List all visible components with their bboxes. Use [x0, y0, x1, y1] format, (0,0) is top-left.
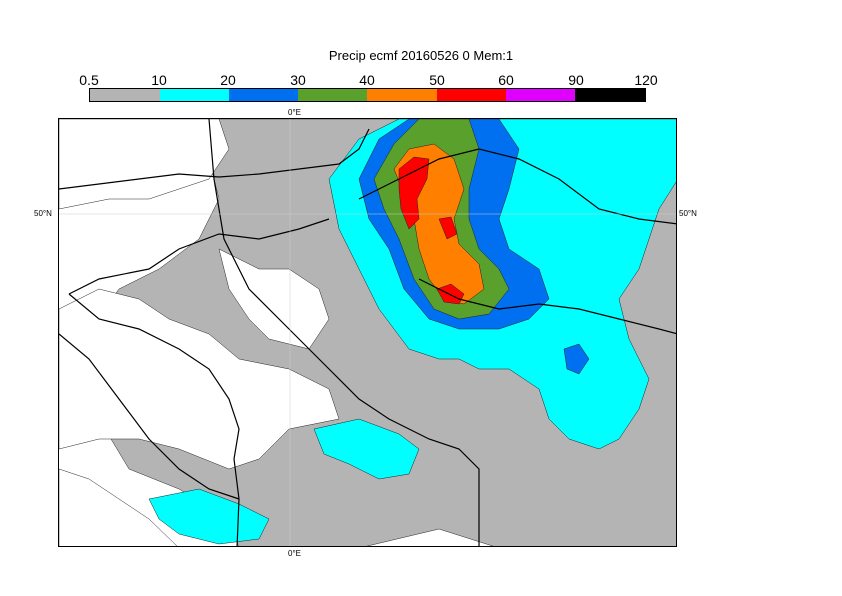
precipitation-map	[58, 118, 677, 547]
border-line-3	[418, 278, 676, 335]
legend-swatch-1	[90, 89, 160, 101]
dry-area-west	[59, 288, 340, 470]
precip-cells-southwest	[148, 488, 270, 545]
precip-cell-blue	[563, 343, 590, 375]
coastline-france-west	[68, 293, 240, 546]
chart-title: Precip ecmf 20160526 0 Mem:1	[328, 48, 514, 63]
lat-label-right: 50°N	[679, 209, 697, 218]
legend-swatch-2	[159, 89, 229, 101]
legend-tick-4: 40	[359, 72, 375, 88]
lon-label-bottom: 0°E	[288, 549, 301, 558]
precip-area-red-3	[438, 216, 458, 240]
legend-swatch-4	[298, 89, 367, 101]
dry-area-south	[59, 468, 178, 546]
legend-swatch-8	[575, 89, 645, 101]
legend-swatch-6	[436, 89, 506, 101]
legend-tick-3: 30	[290, 72, 306, 88]
legend-tick-8: 120	[634, 72, 658, 88]
legend-tick-6: 60	[498, 72, 514, 88]
lat-label-left: 50°N	[34, 209, 52, 218]
legend-swatch-7	[505, 89, 576, 101]
coastline-france-north	[68, 218, 330, 295]
border-line-2	[208, 119, 480, 546]
border-line-4	[59, 333, 240, 500]
legend-tick-7: 90	[568, 72, 584, 88]
legend-swatch-5	[367, 89, 437, 101]
legend-tick-0: 0.5	[79, 72, 99, 88]
precip-area-red-2	[436, 283, 465, 305]
map-canvas	[59, 119, 676, 546]
lon-label-top: 0°E	[288, 108, 301, 117]
dry-area-center	[218, 248, 330, 350]
coastline-england	[59, 128, 370, 190]
precip-cells-south	[313, 418, 420, 480]
legend-tick-2: 20	[220, 72, 236, 88]
dry-area-north	[59, 119, 230, 210]
legend-tick-1: 10	[151, 72, 167, 88]
legend-tick-5: 50	[429, 72, 445, 88]
border-line-1	[358, 148, 676, 225]
legend-swatch-3	[228, 89, 299, 101]
color-legend-bar	[89, 88, 646, 102]
